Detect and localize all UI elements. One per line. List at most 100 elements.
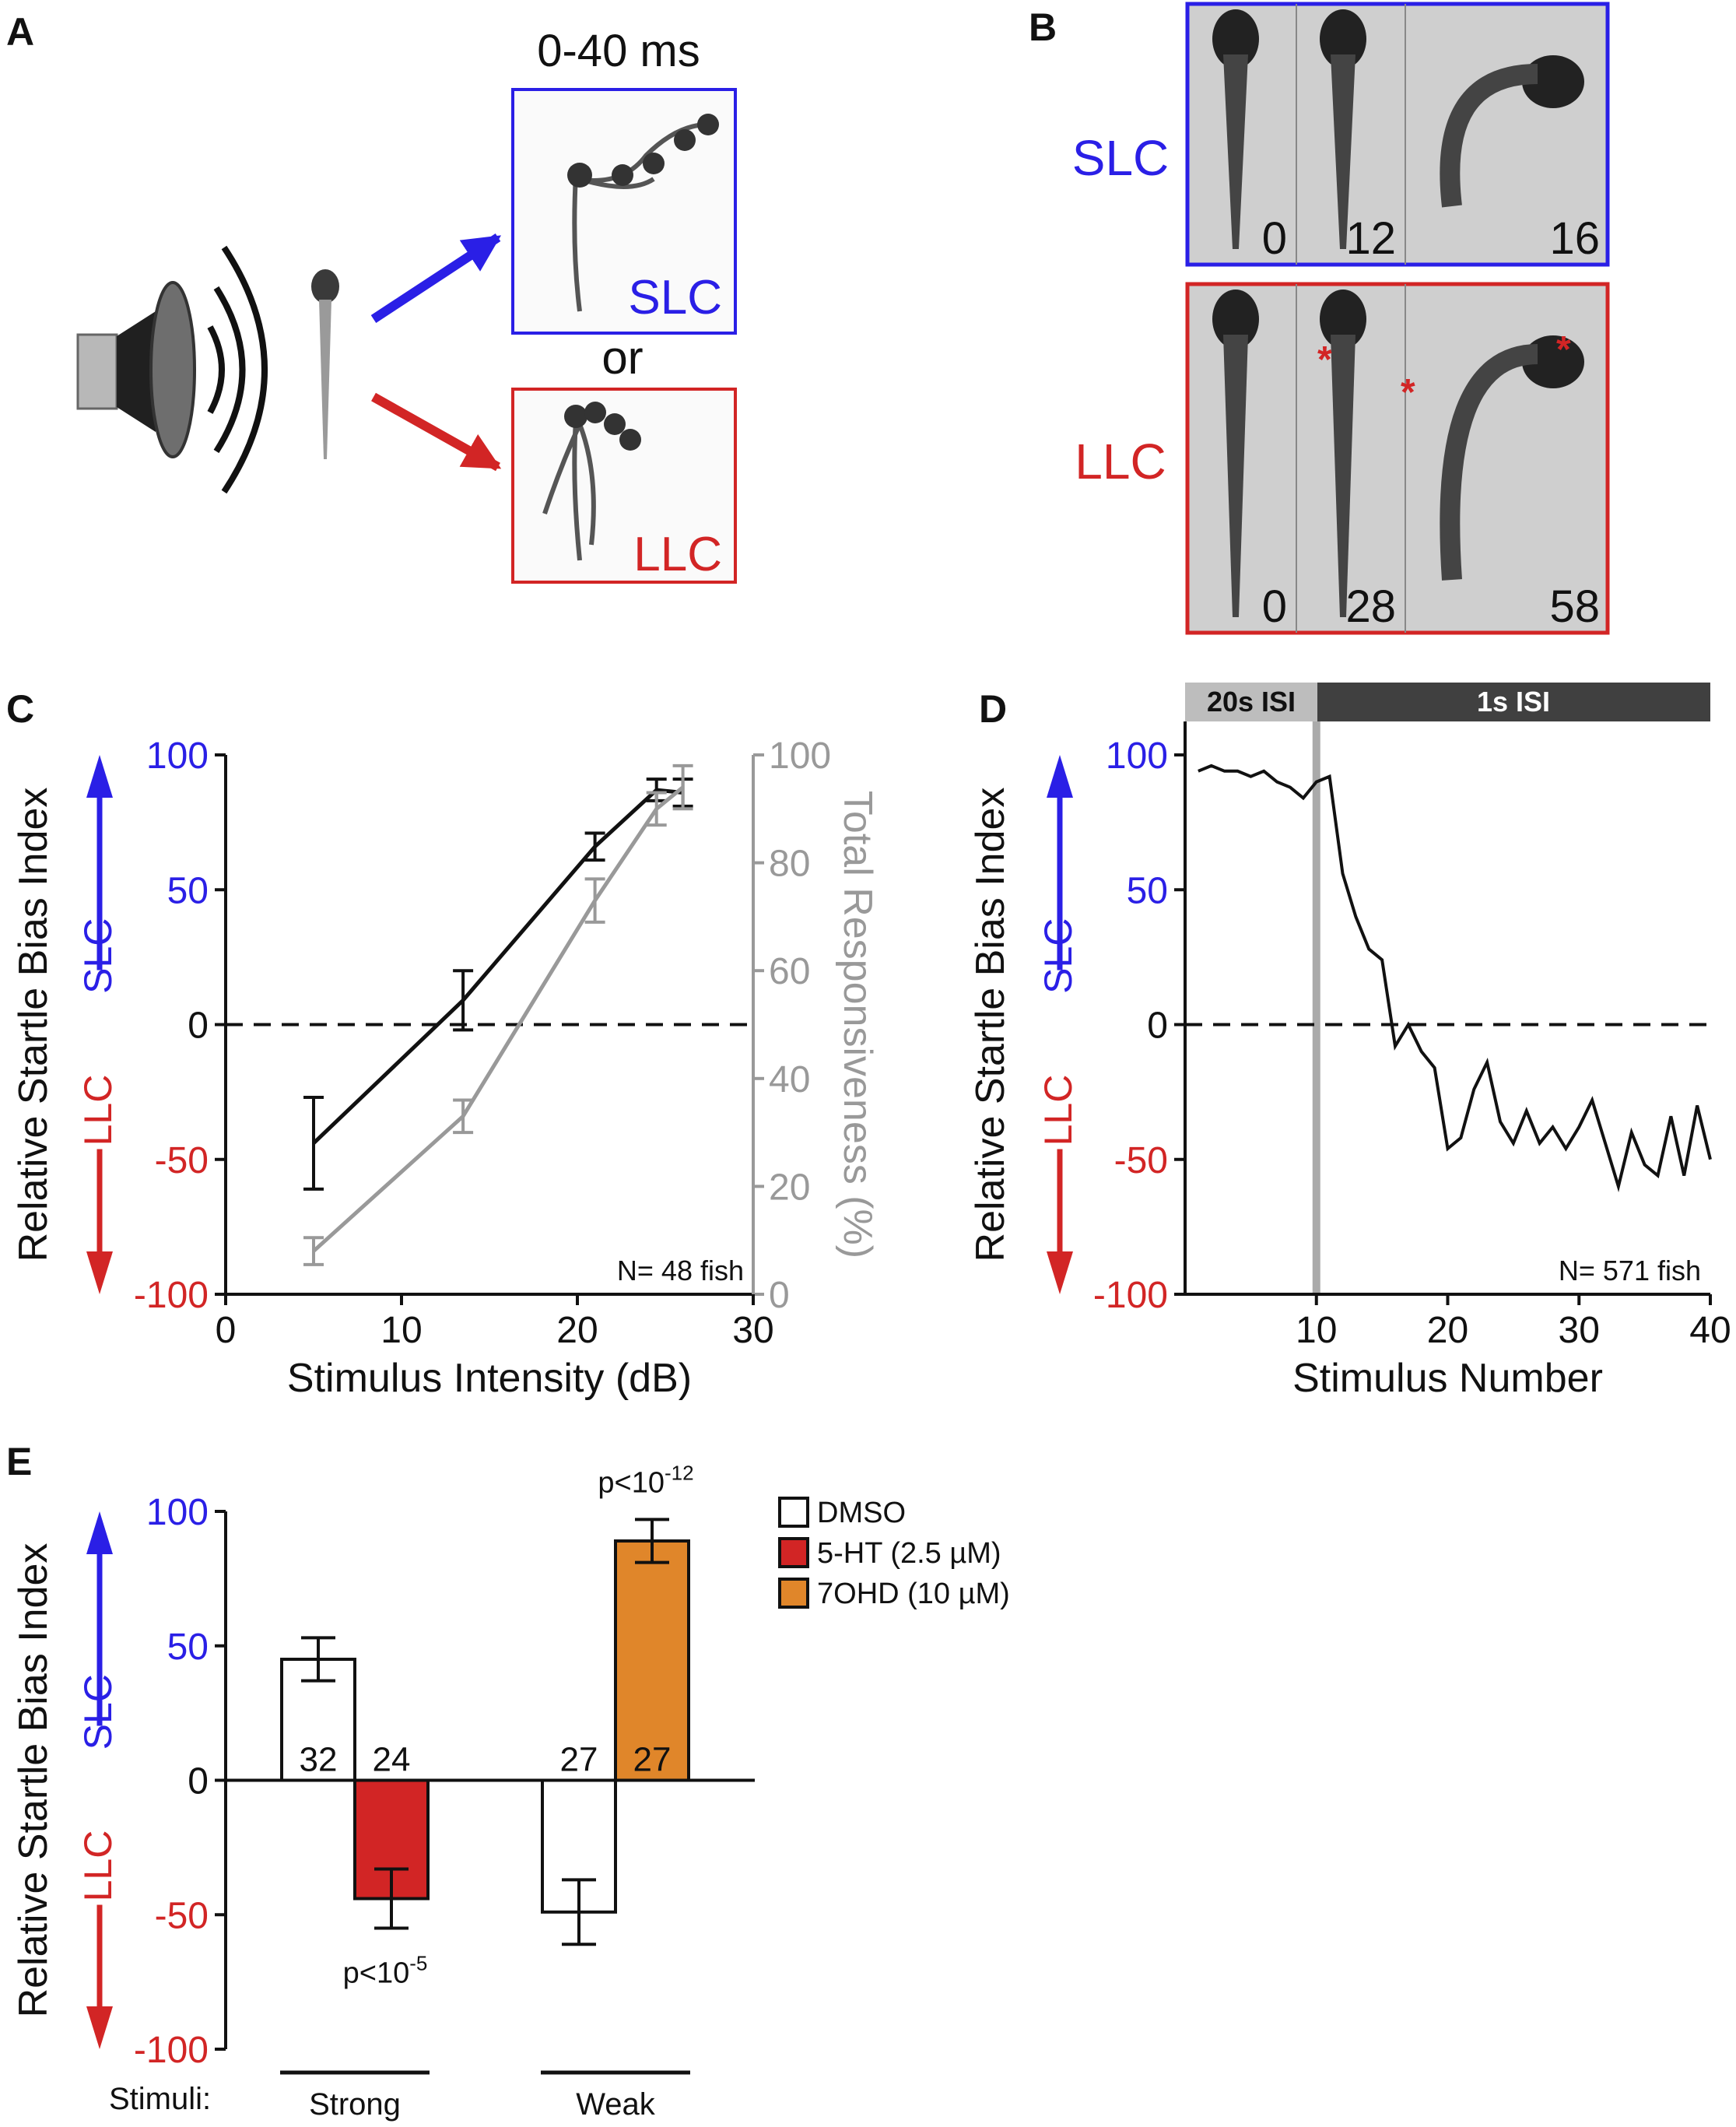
c-y-tick-label: 50 [167,870,209,911]
c-series-line-0 [312,788,683,1145]
d-n-annotation: N= 571 fish [1559,1255,1701,1286]
c-y2-axis-label: Total Responsiveness (%) [835,791,880,1258]
e-legend-swatch [778,1497,809,1528]
arrow-to-slc-icon [370,233,502,324]
panel-c: C 100 50 0 -50 -100 100 80 60 40 20 0 0 10 20 30 Stimul… [6,687,880,1401]
d-x-tick-label: 40 [1689,1310,1731,1351]
panel-d-letter: D [979,687,1007,731]
b-fish-body-image [1223,54,1248,249]
c-y2-tick-label: 40 [769,1059,810,1100]
b-fish-body-image [1440,344,1538,581]
b-fish-head-image [1320,9,1366,68]
llc-side-label: LLC [1036,1075,1080,1146]
b-fish-head-image [1212,290,1259,349]
d-x-tick-label: 10 [1296,1310,1337,1351]
or-label: or [601,332,643,384]
c-y2-tick-label: 100 [769,735,831,777]
e-pvalue-label: p<10-12 [598,1461,693,1499]
e-y-tick-label: 100 [146,1492,209,1533]
e-y-tick-label: -100 [134,2030,209,2071]
e-legend-label: DMSO [817,1497,906,1529]
b-fish-head-image [1212,9,1259,68]
c-x-axis-label: Stimulus Intensity (dB) [287,1356,692,1401]
d-series-line [1198,763,1712,1192]
c-y2-tick-label: 80 [769,844,810,885]
slc-side-label: SLC [1036,918,1080,994]
c-x-tick-label: 20 [556,1310,598,1351]
c-x-tick-label: 10 [381,1310,422,1351]
panel-b-letter: B [1029,5,1057,49]
d-x-tick-label: 20 [1427,1310,1468,1351]
slc-arrow-icon [1047,755,1073,798]
c-y-tick-label: 0 [188,1006,209,1047]
isi-1s-bar [1317,683,1710,721]
d-x-axis-label: Stimulus Number [1292,1356,1603,1401]
llc-arrow-icon [1047,1251,1073,1294]
time-window-label: 0-40 ms [537,26,700,76]
b-frame-time-label: 0 [1262,213,1287,264]
b-llc-label: LLC [1075,433,1166,490]
e-y-tick-label: 0 [188,1761,209,1802]
e-y-tick-label: -50 [155,1895,209,1936]
e-legend-swatch [778,1537,809,1568]
chart-e: 100 50 0 -50 -100 Relative Startle Bias Index… [11,1461,1010,2122]
c-y2-tick-label: 20 [769,1167,810,1208]
e-pvalue-exponent: -12 [665,1461,694,1484]
e-pvalue-label: p<10-5 [343,1952,428,1990]
c-series-line-1 [312,785,685,1253]
pectoral-fin-asterisk: * [1556,329,1571,370]
b-fish-head-image [1320,290,1366,349]
llc-image-box [511,388,737,584]
e-legend-label: 5-HT (2.5 µM) [817,1537,1001,1570]
slc-image-box [511,88,737,335]
b-frame-time-label: 28 [1345,581,1396,632]
b-frame-time-label: 0 [1262,581,1287,632]
panel-a-letter: A [6,10,34,54]
b-fish-body-image [1223,335,1248,617]
d-x-tick-label: 30 [1559,1310,1600,1351]
llc-arrow-icon [86,1251,113,1294]
chart-c: 100 50 0 -50 -100 100 80 60 40 20 0 0 10 20 30 Stimulus… [11,735,880,1401]
slc-fish-overlay-image [567,114,719,312]
panel-e-letter: E [6,1440,32,1483]
slc-side-label: SLC [76,1674,120,1750]
stimuli-label: Stimuli: [109,2082,211,2116]
pectoral-fin-asterisk: * [1317,339,1332,381]
e-legend-label: 7OHD (10 µM) [817,1578,1010,1610]
panel-a: A 0-40 ms SLC or [6,10,737,584]
c-x-tick-label: 0 [216,1310,237,1351]
e-group-label: Strong [309,2087,401,2122]
b-frame-time-label: 16 [1549,213,1600,264]
c-y-tick-label: 100 [146,735,209,777]
d-y-tick-label: -100 [1093,1275,1168,1316]
slc-side-label: SLC [76,918,120,994]
isi-1s-label: 1s ISI [1477,686,1550,718]
c-n-annotation: N= 48 fish [617,1255,744,1286]
speaker-icon [76,245,268,494]
b-fish-body-image [1440,64,1538,208]
slc-arrow-icon [86,1511,113,1554]
d-y-tick-label: -50 [1114,1140,1168,1181]
d-y-tick-label: 0 [1147,1006,1168,1047]
d-y-tick-label: 50 [1127,870,1168,911]
larva-image [311,269,339,459]
e-y-tick-label: 50 [167,1627,209,1668]
b-frame-time-label: 58 [1549,581,1600,632]
b-slc-label: SLC [1072,130,1170,186]
c-y-tick-label: -50 [155,1140,209,1181]
chart-d: 100 50 0 -50 -100 10 20 30 40 Stimulus Number Rela… [968,721,1731,1401]
c-x-tick-label: 30 [732,1310,773,1351]
slc-arrow-icon [86,755,113,798]
isi-20s-bar [1185,683,1317,721]
llc-side-label: LLC [76,1830,120,1902]
b-fish-body-image [1331,335,1355,617]
pectoral-fin-asterisk: * [1401,372,1415,413]
c-y-axis-label: Relative Startle Bias Index [11,788,56,1262]
e-legend-swatch [778,1578,809,1609]
c-y-tick-label: -100 [134,1275,209,1316]
isi-20s-label: 20s ISI [1207,686,1296,718]
llc-arrow-icon [86,2006,113,2049]
e-group-label: Weak [576,2087,656,2122]
llc-fish-overlay-image [542,402,641,561]
